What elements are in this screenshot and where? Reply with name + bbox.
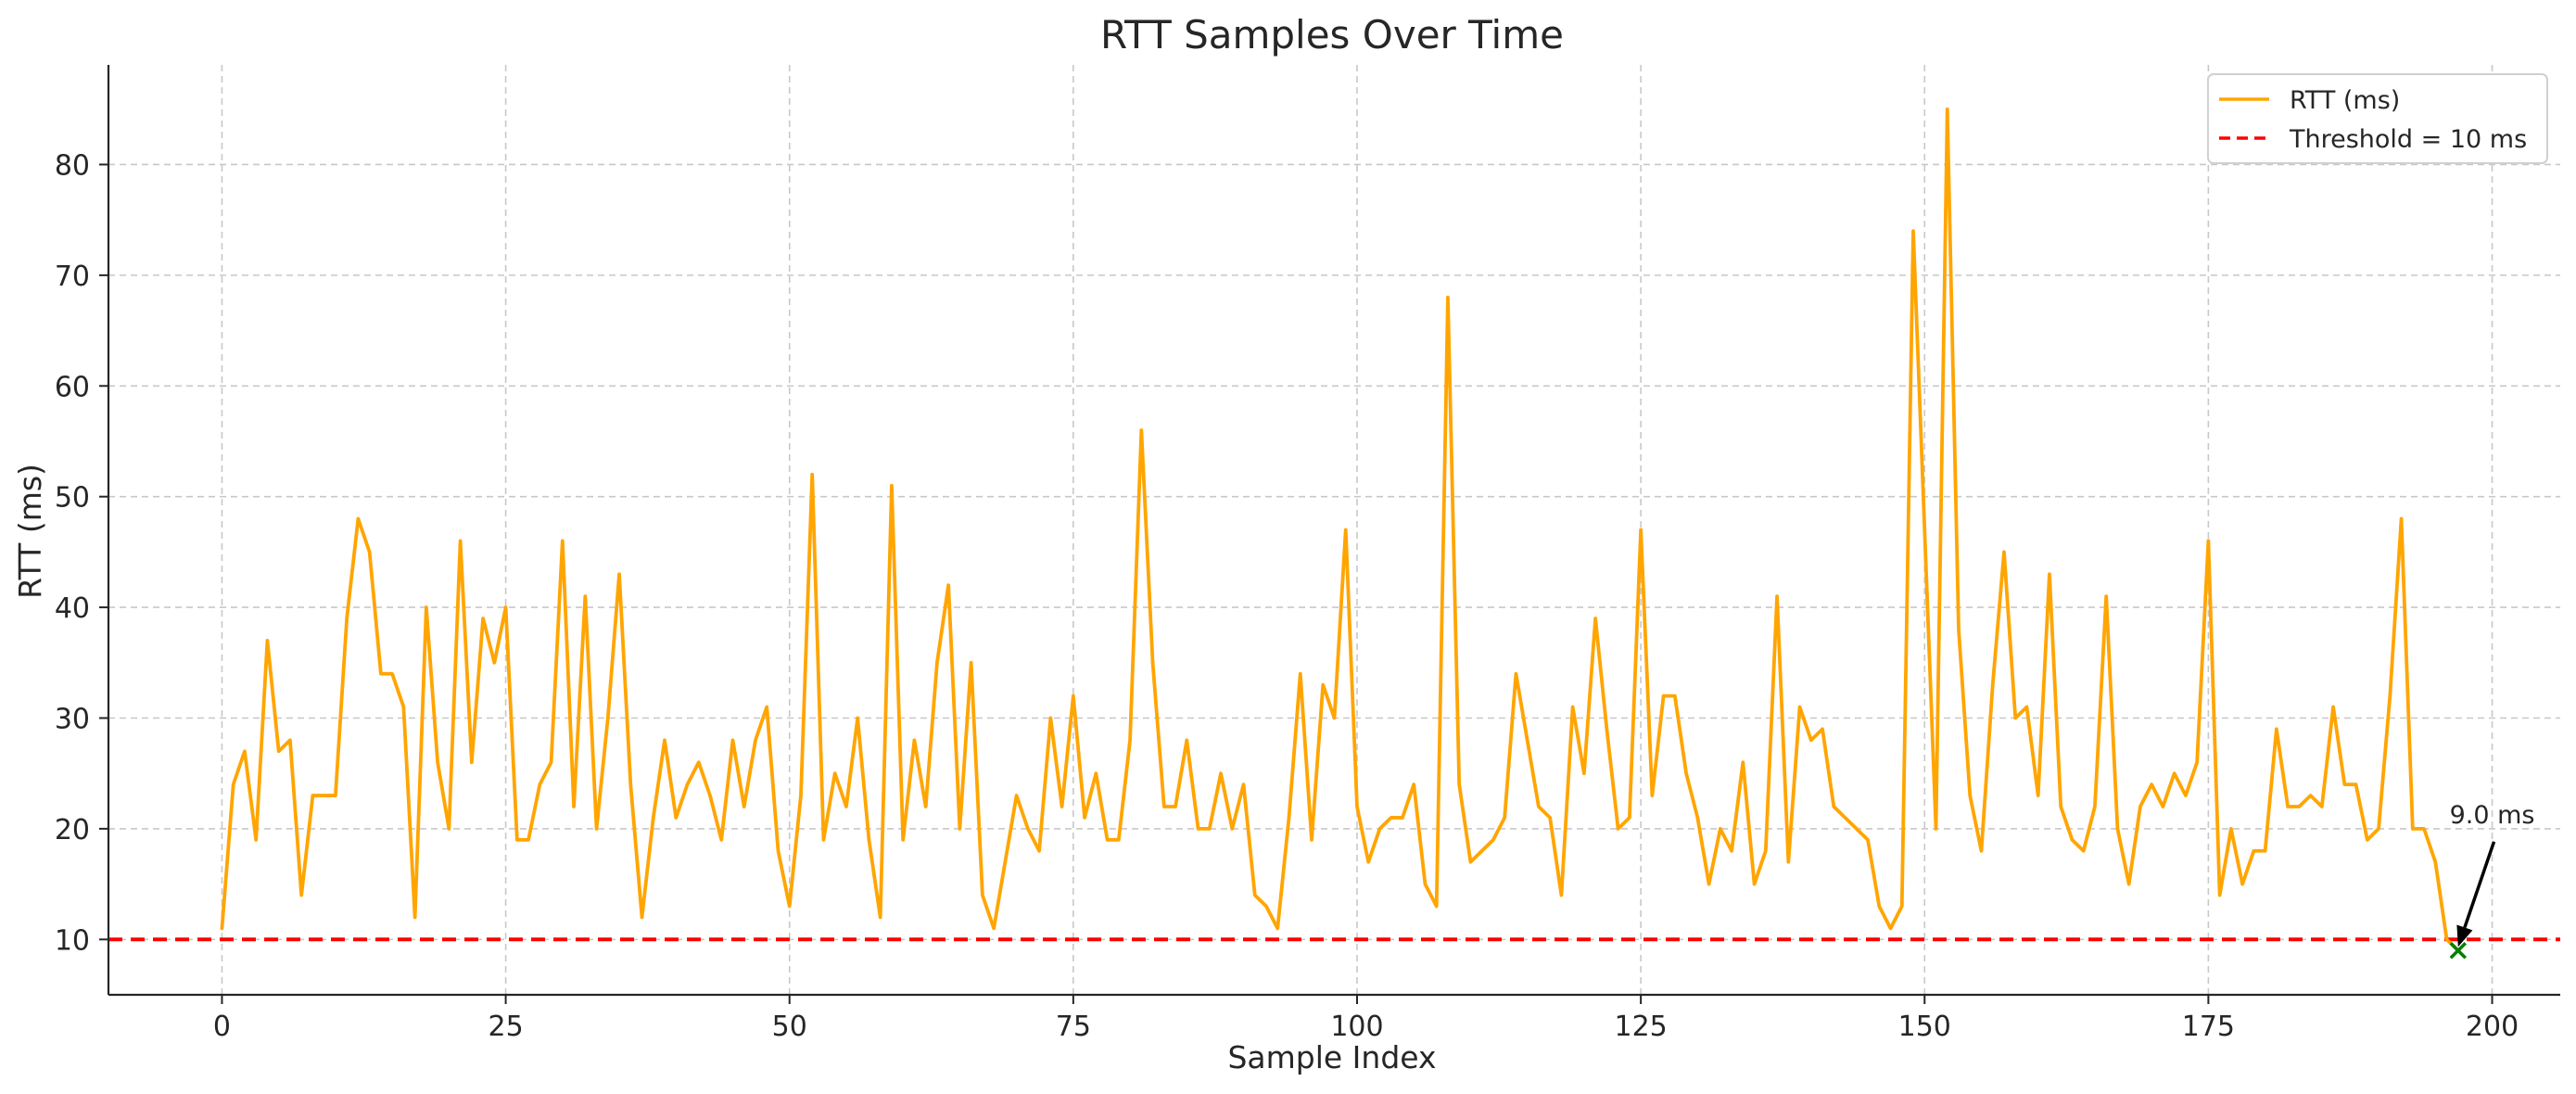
legend-label-rtt: RTT (ms) <box>2290 86 2400 115</box>
y-tick-label-50: 50 <box>55 482 90 515</box>
marker-layer <box>2449 942 2468 960</box>
y-tick-label-60: 60 <box>55 371 90 403</box>
x-tick-label-200: 200 <box>2466 1011 2519 1043</box>
x-tick-label-150: 150 <box>1898 1011 1951 1043</box>
y-tick-label-40: 40 <box>55 592 90 625</box>
x-axis-label: Sample Index <box>1227 1039 1436 1075</box>
legend-label-threshold: Threshold = 10 ms <box>2289 125 2527 154</box>
series-layer <box>220 107 2460 953</box>
grid-layer <box>108 65 2560 995</box>
y-tick-label-20: 20 <box>55 814 90 846</box>
y-tick-label-30: 30 <box>55 703 90 735</box>
annotation-label: 9.0 ms <box>2450 801 2535 830</box>
y-tick-label-80: 80 <box>55 149 90 182</box>
x-tick-label-0: 0 <box>213 1011 231 1043</box>
axes-layer: 0 25 50 75 100 125 150 175 200 10 20 30 40 50 60 70 80 <box>55 65 2560 1043</box>
annotation-arrowhead <box>2456 924 2473 948</box>
x-tick-label-175: 175 <box>2182 1011 2235 1043</box>
rtt-series-line <box>220 107 2460 953</box>
y-axis-label: RTT (ms) <box>12 464 48 599</box>
y-tick-label-10: 10 <box>55 924 90 957</box>
labels-layer: RTT Samples Over Time Sample Index RTT (… <box>12 12 1564 1075</box>
x-tick-label-125: 125 <box>1614 1011 1667 1043</box>
annotation: 9.0 ms <box>2450 801 2535 948</box>
min-marker-stroke-b <box>2449 942 2468 960</box>
x-tick-label-100: 100 <box>1330 1011 1383 1043</box>
legend: RTT (ms) Threshold = 10 ms <box>2207 73 2548 164</box>
chart-title: RTT Samples Over Time <box>1100 12 1564 57</box>
legend-box <box>2207 73 2548 164</box>
x-tick-label-75: 75 <box>1056 1011 1091 1043</box>
x-tick-label-25: 25 <box>488 1011 523 1043</box>
y-tick-label-70: 70 <box>55 261 90 293</box>
x-tick-label-50: 50 <box>772 1011 807 1043</box>
annotation-arrow <box>2463 841 2496 928</box>
